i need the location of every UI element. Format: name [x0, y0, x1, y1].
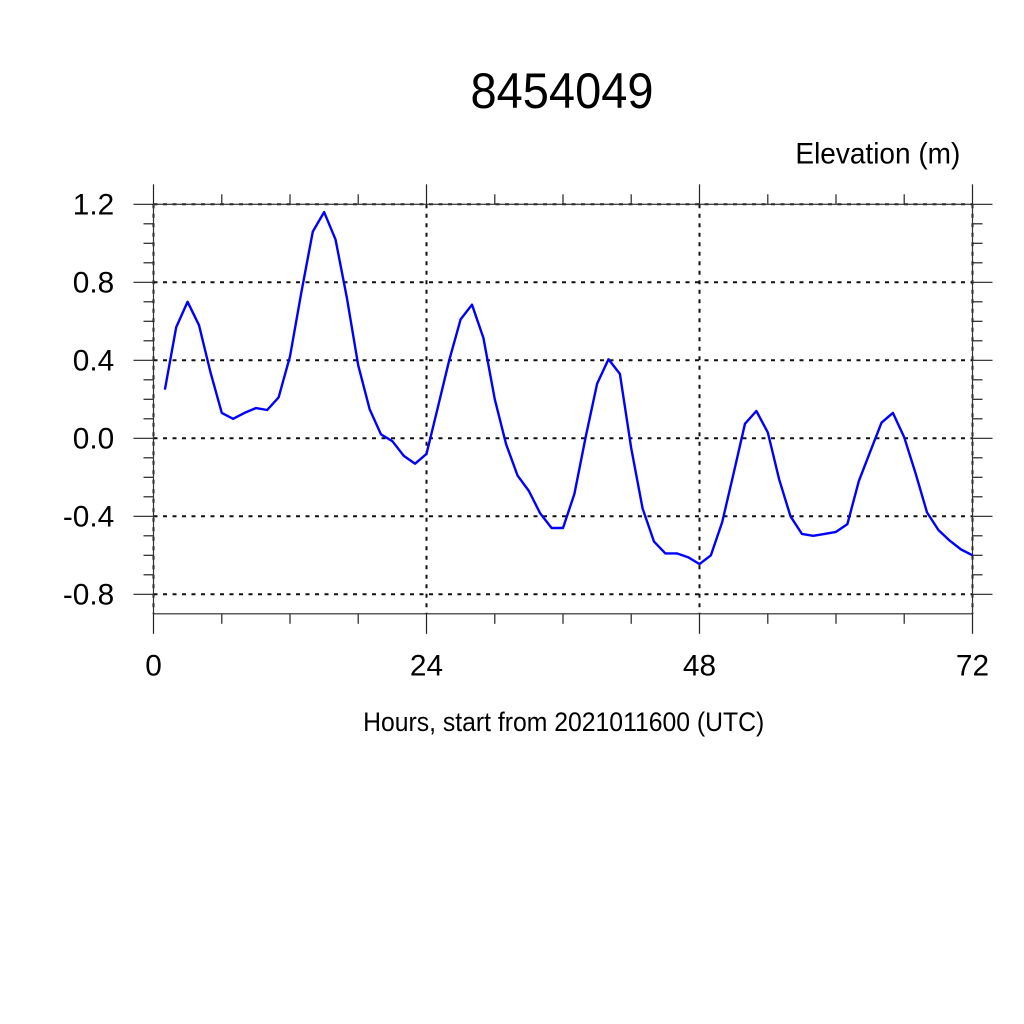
svg-text:-0.8: -0.8: [63, 579, 114, 612]
svg-text:24: 24: [410, 649, 443, 682]
svg-text:-0.4: -0.4: [63, 501, 114, 534]
svg-text:0.4: 0.4: [73, 345, 114, 378]
svg-text:8454049: 8454049: [471, 64, 654, 120]
svg-text:Elevation (m): Elevation (m): [795, 138, 960, 171]
svg-text:72: 72: [956, 649, 989, 682]
svg-text:0.0: 0.0: [73, 423, 114, 456]
svg-text:0: 0: [145, 649, 162, 682]
svg-text:0.8: 0.8: [73, 267, 114, 300]
svg-text:48: 48: [683, 649, 716, 682]
svg-text:1.2: 1.2: [73, 189, 114, 222]
svg-text:Hours, start from 2021011600 (: Hours, start from 2021011600 (UTC): [363, 708, 764, 737]
